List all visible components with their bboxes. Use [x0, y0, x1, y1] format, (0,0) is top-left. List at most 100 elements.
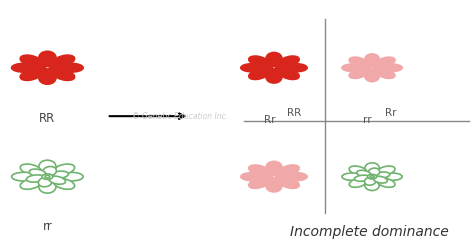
Ellipse shape	[38, 68, 52, 78]
Ellipse shape	[373, 176, 387, 183]
Text: © Genetic Education Inc.: © Genetic Education Inc.	[132, 112, 228, 121]
Ellipse shape	[49, 176, 65, 184]
Ellipse shape	[368, 59, 380, 67]
Ellipse shape	[280, 69, 299, 79]
Ellipse shape	[374, 63, 390, 69]
Ellipse shape	[53, 55, 74, 66]
Ellipse shape	[365, 180, 379, 190]
Circle shape	[269, 174, 279, 179]
Ellipse shape	[39, 51, 56, 64]
Ellipse shape	[377, 69, 395, 78]
Ellipse shape	[280, 165, 299, 175]
Ellipse shape	[280, 178, 299, 188]
Ellipse shape	[349, 57, 367, 66]
Ellipse shape	[255, 66, 272, 73]
Ellipse shape	[249, 165, 268, 175]
Text: Rr: Rr	[385, 107, 396, 118]
Text: Incomplete dominance: Incomplete dominance	[291, 225, 449, 239]
Ellipse shape	[377, 57, 395, 66]
Ellipse shape	[280, 56, 299, 66]
Ellipse shape	[342, 64, 363, 71]
Text: RR: RR	[287, 107, 301, 118]
Circle shape	[272, 67, 276, 69]
Ellipse shape	[43, 58, 56, 67]
Ellipse shape	[266, 71, 282, 83]
Ellipse shape	[27, 175, 45, 182]
Circle shape	[272, 175, 276, 178]
Ellipse shape	[53, 178, 74, 189]
Text: rr: rr	[363, 115, 372, 125]
Ellipse shape	[241, 173, 264, 181]
Circle shape	[42, 65, 53, 70]
Ellipse shape	[365, 68, 376, 76]
Text: RR: RR	[39, 112, 55, 125]
Circle shape	[367, 65, 377, 70]
Ellipse shape	[342, 173, 363, 180]
Ellipse shape	[357, 170, 371, 177]
Ellipse shape	[29, 169, 46, 177]
Circle shape	[45, 67, 50, 69]
Circle shape	[370, 176, 374, 178]
Ellipse shape	[355, 175, 370, 181]
Ellipse shape	[20, 164, 42, 175]
Ellipse shape	[265, 177, 278, 186]
Ellipse shape	[382, 173, 402, 180]
Ellipse shape	[377, 178, 395, 187]
Ellipse shape	[275, 176, 291, 184]
Ellipse shape	[368, 168, 380, 176]
Ellipse shape	[365, 177, 376, 185]
Ellipse shape	[265, 68, 278, 77]
Ellipse shape	[377, 166, 395, 175]
Ellipse shape	[266, 180, 282, 192]
Ellipse shape	[249, 56, 268, 66]
Circle shape	[269, 65, 279, 70]
Ellipse shape	[249, 178, 268, 188]
Ellipse shape	[241, 64, 264, 72]
Ellipse shape	[39, 181, 56, 193]
Ellipse shape	[374, 172, 390, 178]
Ellipse shape	[20, 69, 42, 80]
Ellipse shape	[58, 172, 83, 181]
Ellipse shape	[270, 58, 283, 67]
Text: rr: rr	[43, 220, 52, 233]
Ellipse shape	[38, 177, 52, 187]
Ellipse shape	[365, 163, 379, 174]
Ellipse shape	[29, 60, 46, 68]
Ellipse shape	[357, 61, 371, 68]
Ellipse shape	[39, 72, 56, 84]
Ellipse shape	[39, 160, 56, 173]
Ellipse shape	[20, 55, 42, 66]
Ellipse shape	[11, 63, 36, 72]
Ellipse shape	[373, 67, 387, 74]
Ellipse shape	[349, 166, 367, 175]
Ellipse shape	[43, 166, 56, 176]
Ellipse shape	[49, 67, 65, 75]
Ellipse shape	[255, 175, 272, 182]
Ellipse shape	[382, 64, 402, 71]
Ellipse shape	[284, 173, 307, 181]
Ellipse shape	[50, 171, 68, 178]
Circle shape	[42, 174, 53, 179]
Ellipse shape	[249, 69, 268, 79]
Ellipse shape	[349, 69, 367, 78]
Circle shape	[370, 67, 374, 69]
Ellipse shape	[58, 63, 83, 72]
Ellipse shape	[53, 69, 74, 80]
Ellipse shape	[349, 178, 367, 187]
Ellipse shape	[11, 172, 36, 181]
Ellipse shape	[50, 62, 68, 69]
Ellipse shape	[365, 54, 379, 65]
Ellipse shape	[355, 66, 370, 72]
Circle shape	[45, 175, 50, 178]
Ellipse shape	[257, 61, 273, 68]
Ellipse shape	[266, 161, 282, 173]
Ellipse shape	[284, 64, 307, 72]
Ellipse shape	[27, 66, 45, 73]
Ellipse shape	[53, 164, 74, 175]
Text: Rr: Rr	[264, 115, 276, 125]
Ellipse shape	[276, 172, 293, 178]
Ellipse shape	[365, 71, 379, 82]
Ellipse shape	[266, 53, 282, 64]
Ellipse shape	[276, 63, 293, 69]
Ellipse shape	[275, 67, 291, 75]
